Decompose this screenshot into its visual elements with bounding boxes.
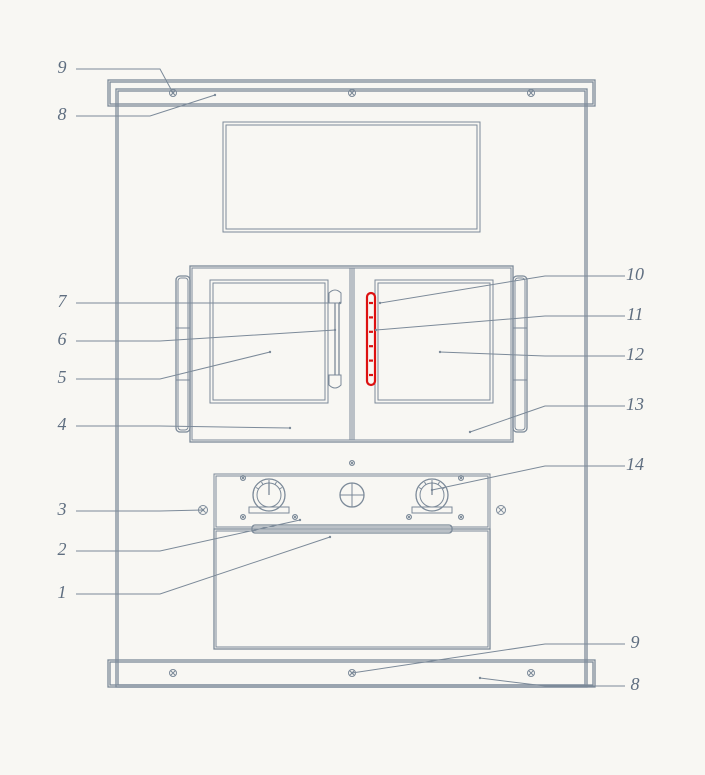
- callout-label-12: 12: [626, 344, 644, 364]
- callout-label-3: 3: [57, 499, 67, 519]
- callout-label-11: 11: [627, 304, 644, 324]
- callout-label-5: 5: [58, 367, 67, 387]
- callout-label-7: 7: [58, 291, 68, 311]
- callout-label-8: 8: [631, 674, 640, 694]
- callout-label-9: 9: [631, 632, 640, 652]
- callout-label-2: 2: [58, 539, 67, 559]
- callout-label-6: 6: [58, 329, 67, 349]
- callout-label-13: 13: [626, 394, 644, 414]
- technical-drawing: 9 8 7 6 5 4 3 2 1 10 11 12 13 14 9 8: [0, 0, 705, 775]
- callout-label-4: 4: [58, 414, 67, 434]
- callout-label-14: 14: [626, 454, 644, 474]
- callout-label-1: 1: [58, 582, 67, 602]
- callout-label-9: 9: [58, 57, 67, 77]
- callout-label-10: 10: [626, 264, 644, 284]
- callout-label-8: 8: [58, 104, 67, 124]
